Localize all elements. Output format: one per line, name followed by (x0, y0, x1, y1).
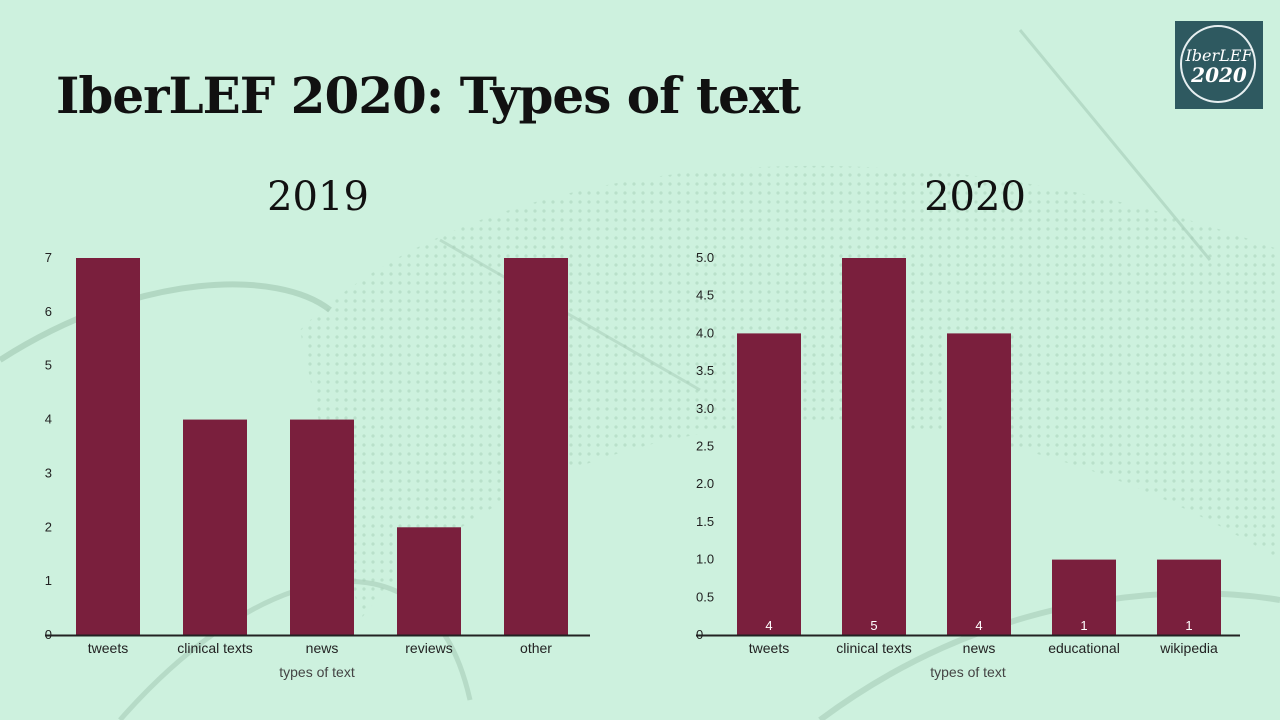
x-tick-label: reviews (405, 640, 452, 656)
y-tick-label: 3 (45, 465, 52, 480)
data-label: 1 (1080, 618, 1087, 633)
x-tick-label: news (963, 640, 996, 656)
data-label: 4 (765, 618, 772, 633)
x-tick-label: other (520, 640, 552, 656)
x-axis-title: types of text (279, 664, 355, 680)
y-tick-label: 1 (45, 573, 52, 588)
x-axis-title: types of text (930, 664, 1006, 680)
logo-ring (1180, 25, 1256, 103)
chart-title: 2020 (924, 174, 1026, 220)
logo-text: IberLEF (1185, 46, 1253, 65)
bar-educational (1052, 559, 1116, 635)
y-tick-label: 2 (45, 519, 52, 534)
logo-year: 2020 (1191, 63, 1247, 87)
y-tick-label: 4.0 (696, 325, 714, 340)
y-tick-label: 2.0 (696, 476, 714, 491)
chart-title: 2019 (267, 174, 369, 220)
y-tick-label: 7 (45, 250, 52, 265)
bar-reviews (397, 527, 461, 635)
x-tick-label: tweets (88, 640, 128, 656)
y-tick-label: 2.5 (696, 439, 714, 454)
bar-clinical-texts (842, 258, 906, 635)
x-tick-label: wikipedia (1159, 640, 1218, 656)
y-tick-label: 3.5 (696, 363, 714, 378)
data-label: 5 (870, 618, 877, 633)
bar-tweets (737, 333, 801, 635)
y-tick-label: 3.0 (696, 401, 714, 416)
slide-title: IberLEF 2020: Types of text (56, 66, 801, 125)
x-tick-label: tweets (749, 640, 789, 656)
y-tick-label: 4 (45, 412, 52, 427)
data-label: 4 (975, 618, 982, 633)
y-tick-label: 5.0 (696, 250, 714, 265)
bar-tweets (76, 258, 140, 635)
y-tick-label: 1.0 (696, 552, 714, 567)
x-tick-label: clinical texts (177, 640, 252, 656)
y-tick-label: 6 (45, 304, 52, 319)
bar-news (290, 419, 354, 635)
bar-clinical-texts (183, 419, 247, 635)
y-tick-label: 1.5 (696, 514, 714, 529)
y-tick-label: 0.5 (696, 589, 714, 604)
iberlef-logo: IberLEF 2020 (1175, 21, 1263, 109)
data-label: 1 (1185, 618, 1192, 633)
y-tick-label: 5 (45, 358, 52, 373)
bar-other (504, 258, 568, 635)
x-tick-label: clinical texts (836, 640, 911, 656)
y-tick-label: 4.5 (696, 288, 714, 303)
bar-news (947, 333, 1011, 635)
x-tick-label: educational (1048, 640, 1120, 656)
bar-wikipedia (1157, 559, 1221, 635)
x-tick-label: news (306, 640, 339, 656)
